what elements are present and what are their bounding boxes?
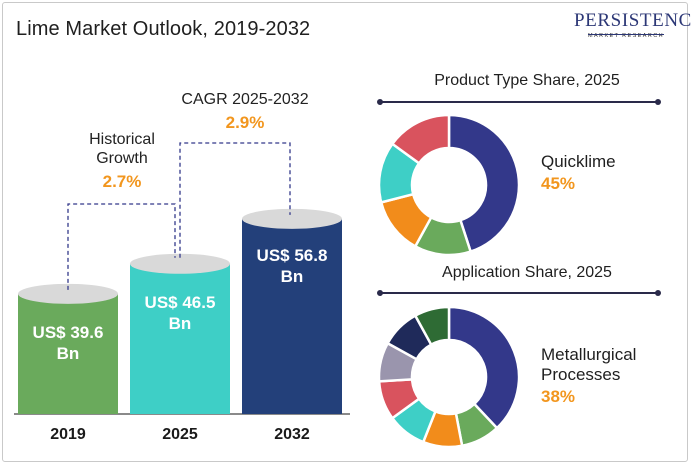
bar-value-label: US$ 56.8 <box>257 246 328 265</box>
bar-value-label: US$ 46.5 <box>145 293 216 312</box>
donut-slice-1 <box>447 113 521 254</box>
chart-frame <box>2 2 688 462</box>
historical-growth-label-2: Growth <box>96 150 148 167</box>
product-highlight-value: 45% <box>541 174 576 193</box>
historical-connector <box>67 203 176 290</box>
bar-top-cap <box>130 253 230 274</box>
product-highlight-label: Quicklime <box>541 152 616 171</box>
bar-value-label: Bn <box>281 267 304 286</box>
cagr-annotation: CAGR 2025-2032 2.9% <box>170 90 320 133</box>
donut-slice-5 <box>390 113 451 165</box>
bar-value-label: US$ 39.6 <box>33 323 104 342</box>
cagr-value: 2.9% <box>225 113 265 132</box>
chart-title: Lime Market Outlook, 2019-2032 <box>16 18 311 40</box>
cagr-connector <box>179 142 291 258</box>
historical-growth-annotation: Historical Growth 2.7% <box>72 130 172 192</box>
product-highlight: Quicklime 45% <box>541 152 616 194</box>
application-panel-title: Application Share, 2025 <box>442 264 612 281</box>
application-panel-rule <box>377 290 661 295</box>
x-tick-label: 2025 <box>162 426 198 443</box>
bar-value-label: Bn <box>57 344 80 363</box>
bar-body <box>130 263 230 414</box>
bar-value-label: Bn <box>169 314 192 333</box>
application-highlight: Metallurgical Processes 38% <box>541 345 636 407</box>
logo-main-text: PERSISTENCE <box>574 10 692 31</box>
cagr-label: CAGR 2025-2032 <box>181 91 309 108</box>
donut-slice-8 <box>413 305 451 347</box>
bar-top-cap <box>242 208 342 229</box>
logo-underline <box>588 34 664 35</box>
x-tick-label: 2032 <box>274 426 310 443</box>
persistence-logo: PERSISTENCE MARKET RESEARCH <box>574 10 692 50</box>
bar-top-cap <box>18 283 118 304</box>
bar-body <box>18 293 118 414</box>
application-highlight-label-1: Metallurgical <box>541 345 637 364</box>
x-tick-label: 2019 <box>50 426 86 443</box>
historical-growth-value: 2.7% <box>102 172 142 191</box>
donut-slice-1 <box>447 305 521 430</box>
application-donut-chart <box>377 305 521 449</box>
bar-2019 <box>18 283 118 414</box>
bar-2032 <box>242 208 342 414</box>
application-highlight-label-2: Processes <box>541 365 621 384</box>
historical-growth-label-1: Historical <box>89 131 155 148</box>
product-donut-chart <box>377 113 521 257</box>
product-panel-rule <box>377 99 661 104</box>
logo-sub-text: MARKET RESEARCH <box>588 33 664 39</box>
bar-2025 <box>130 253 230 414</box>
bar-body <box>242 218 342 414</box>
application-highlight-value: 38% <box>541 387 576 406</box>
product-panel-title: Product Type Share, 2025 <box>434 72 620 89</box>
